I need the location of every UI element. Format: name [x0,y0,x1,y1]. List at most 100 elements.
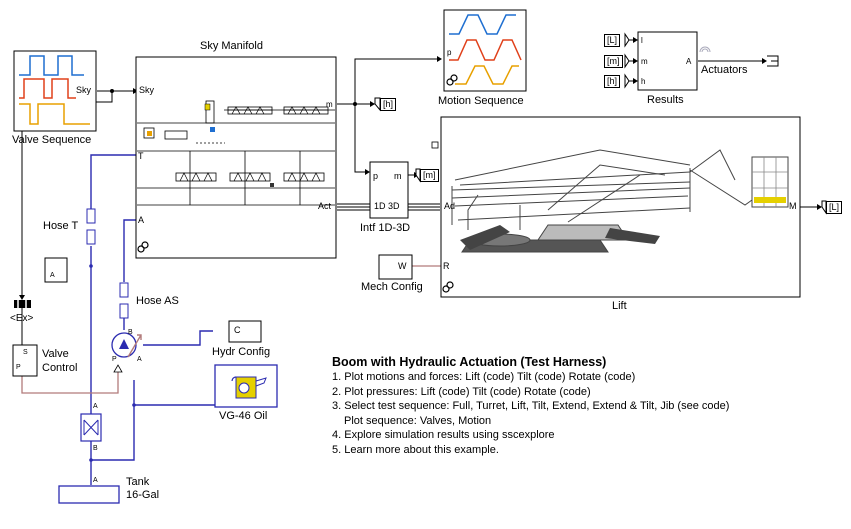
mech-w-port: W [398,261,407,271]
valve-sequence-block[interactable] [13,50,97,132]
pump-arrow-icon [127,334,142,358]
relief-b-port: B [93,445,98,452]
hose-t-block[interactable] [86,208,96,245]
m-port: m [326,100,333,109]
results-l-port: l [641,36,643,45]
p-port: p [447,48,452,57]
motion-wave-orange [455,65,519,85]
hydraulic-junctions [89,264,136,462]
hydraulic-lines [90,154,215,485]
junction-dots [110,89,357,106]
manifold-accent-dark [270,183,274,187]
sky-input-port: Sky [139,85,155,95]
physical-signal-lines [21,265,442,394]
note-item-1[interactable]: 1. Plot motions and forces: Lift (code) … [332,371,636,383]
pump-b-port: B [128,329,133,336]
hydr-config-block[interactable] [228,320,262,343]
ex-goto-label: <Ex> [10,313,34,324]
ex-goto-gaps [17,300,27,308]
lift-basket-stripe [754,197,786,203]
manifold-accent-blue [210,127,215,132]
sky-output-port: Sky [76,85,92,95]
a-port: A [138,215,145,225]
t-port: T [138,151,144,161]
intf-bus-lines [337,203,440,211]
valve-control-label-line1: Valve [42,348,69,360]
note-item-3-sub[interactable]: Plot sequence: Valves, Motion [344,414,492,427]
intf-block[interactable] [369,161,409,219]
valve-control-p-port: P [16,364,21,371]
relief-valve-glyph [83,419,99,436]
mech-config-label: Mech Config [361,281,423,293]
lift-track-left [460,225,510,250]
from-l-tag[interactable]: [L] [604,34,621,47]
motion-sequence-block[interactable] [443,9,527,92]
intf-label: Intf 1D-3D [360,222,411,234]
manifold-accent-orange [147,131,152,136]
results-a-port: A [686,57,692,66]
goto-m-tag[interactable]: [m] [420,169,439,182]
note-item-2[interactable]: 2. Plot pressures: Lift (code) Tilt (cod… [332,385,591,398]
tank-block[interactable] [58,485,120,504]
lift-m-port: M [789,201,797,211]
hydr-c-port: C [234,325,241,335]
tank-label-line2: 16-Gal [126,489,160,501]
manifold-accent-yellow [204,103,211,111]
results-block[interactable] [637,31,698,91]
tank-label-line1: Tank [126,476,150,488]
results-label: Results [647,94,684,106]
valve-wave-orange [19,103,90,125]
motion-sequence-label: Motion Sequence [438,95,524,107]
valve-wave-red [19,78,76,99]
motion-wave-red [449,39,522,61]
manifold-link-icon [137,241,149,253]
lift-ad-port: Ad [444,201,456,211]
pump-triangle [119,339,129,349]
source-a-block[interactable] [44,257,68,283]
relief-a-port: A [93,403,98,410]
pump-a-port: A [137,356,142,363]
valve-sequence-label: Valve Sequence [12,134,92,146]
intf-inner-label: 1D 3D [374,201,400,211]
pump-check-icon [113,364,123,373]
note-item-5[interactable]: 5. Learn more about this example. [332,443,499,456]
from-m-tag[interactable]: [m] [604,55,623,68]
lift-r-port: R [443,261,450,271]
hose-t-label: Hose T [43,220,79,232]
valve-control-block[interactable] [12,344,38,377]
valve-control-label-line2: Control [42,362,78,374]
sky-manifold-block[interactable] [135,56,337,259]
note-item-4[interactable]: 4. Explore simulation results using ssce… [332,429,555,441]
goto-h-tag[interactable]: [h] [380,98,397,111]
manifold-glyph-detail [179,106,321,182]
intf-p-port: p [373,171,379,181]
mech-config-block[interactable] [378,254,413,280]
oil-can-icon [231,376,267,399]
results-m-port: m [641,57,648,66]
goto-l-tag[interactable]: [L] [826,201,843,214]
intf-m-port: m [394,171,402,181]
results-h-port: h [641,77,646,86]
valve-control-s-port: S [23,349,28,356]
lift-track-right [605,228,660,244]
sky-manifold-label: Sky Manifold [200,40,263,52]
lift-block[interactable] [440,116,801,298]
motion-wave-blue [449,14,516,35]
lift-basket-rails [752,157,788,207]
tank-a-port: A [93,477,98,484]
from-h-tag[interactable]: [h] [604,75,621,88]
ex-goto-block[interactable] [14,300,31,308]
hose-as-block[interactable] [119,282,129,319]
notes-panel: Boom with Hydraulic Actuation (Test Harn… [332,354,832,457]
note-item-3[interactable]: 3. Select test sequence: Full, Turret, L… [332,400,730,412]
valve-wave-blue [19,55,84,76]
oil-label: VG-46 Oil [219,410,268,422]
source-a-port: A [50,272,55,279]
actuators-label: Actuators [701,64,748,76]
wireless-icon [699,46,711,53]
act-port: Act [318,201,332,211]
notes-title: Boom with Hydraulic Actuation (Test Harn… [332,355,607,369]
lift-label: Lift [612,300,627,312]
hydr-config-label: Hydr Config [212,346,271,358]
